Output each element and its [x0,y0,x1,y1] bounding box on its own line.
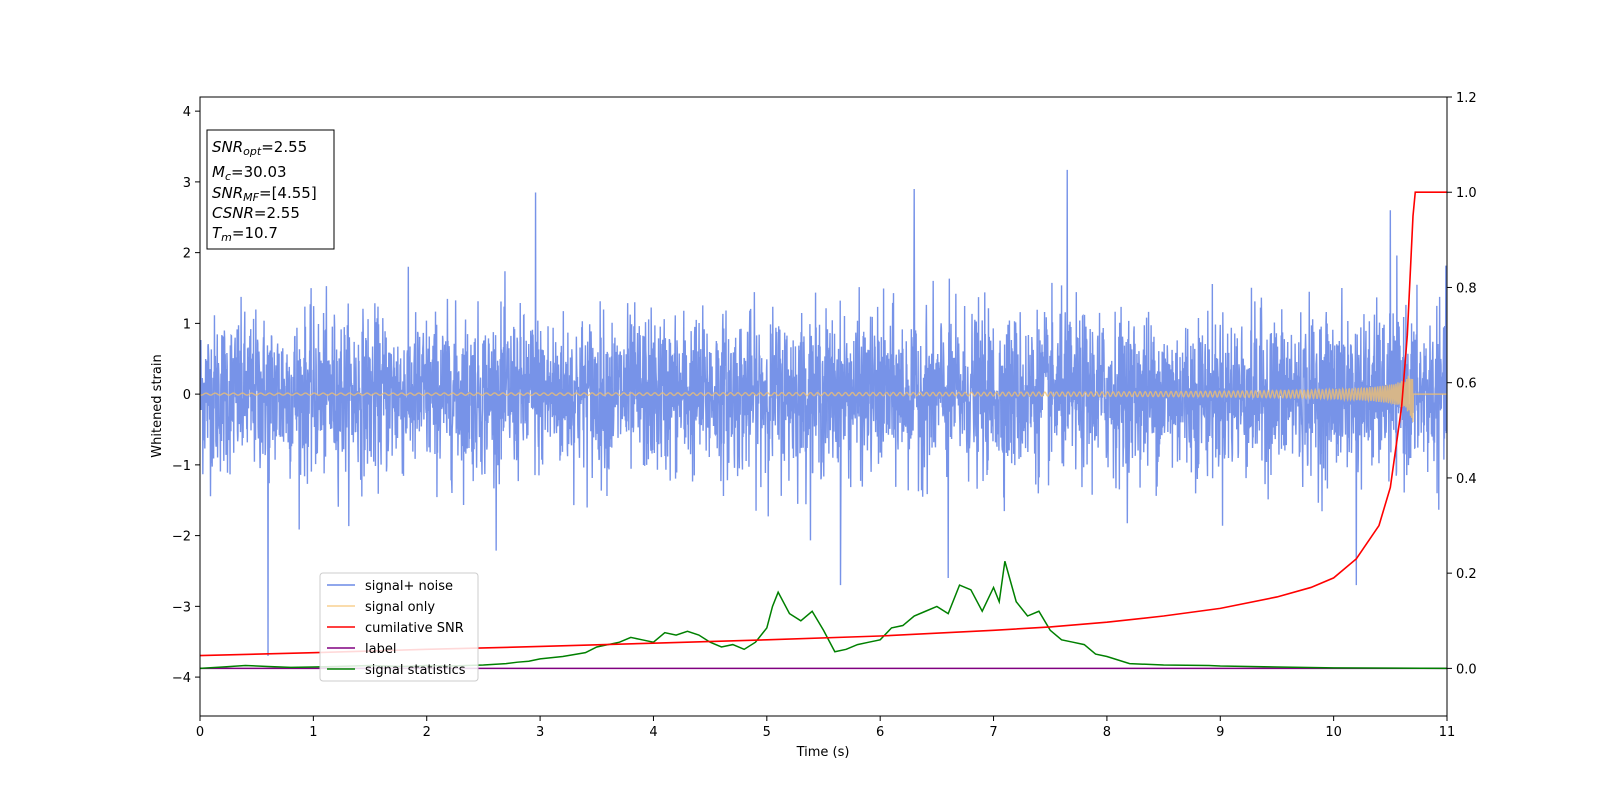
y-left-tick-label: 2 [183,247,191,262]
x-tick-label: 6 [876,725,884,740]
plot-frame [199,96,1448,717]
y-left-tick-label: −3 [172,600,191,615]
y-left-tick-label: −2 [172,530,191,545]
x-tick-label: 5 [763,725,771,740]
y-left-axis-label: Whitened strain [150,354,165,457]
x-tick-label: 8 [1103,725,1111,740]
series-cumilative-snr-line [200,191,1447,657]
x-tick-label: 1 [309,725,317,740]
x-tick-label: 2 [423,725,431,740]
legend-frame [319,572,479,682]
y-right-axis-ticks: 0.0 0.2 0.4 0.6 0.8 1.0 1.2 [1447,91,1477,677]
y-right-tick-label: 1.2 [1456,91,1477,106]
legend-label-label: label [365,642,396,657]
legend: signal+ noise signal only cumilative SNR… [319,572,479,682]
legend-label-signal-only: signal only [365,600,435,615]
x-axis-ticks: 0 1 2 3 4 5 6 7 8 9 10 11 [196,716,1455,740]
y-right-tick-label: 1.0 [1456,186,1477,201]
y-left-tick-label: −4 [172,671,191,686]
y-left-tick-label: 0 [183,388,191,403]
info-snr-mf: SNRMF=[4.55] [212,184,317,204]
x-tick-label: 4 [649,725,657,740]
x-tick-label: 11 [1439,725,1456,740]
y-right-tick-label: 0.0 [1456,662,1477,677]
series-signal-statistics-line [200,561,1447,670]
y-left-tick-label: −1 [172,459,191,474]
info-mc: Mc=30.03 [212,163,287,183]
y-left-tick-label: 1 [183,317,191,332]
info-snr-opt: SNRopt=2.55 [212,138,307,158]
y-right-tick-label: 0.2 [1456,567,1477,582]
y-right-tick-label: 0.6 [1456,377,1477,392]
legend-label-signal-noise: signal+ noise [365,579,453,594]
x-tick-label: 10 [1325,725,1342,740]
info-tm: Tm=10.7 [212,224,278,244]
x-tick-label: 9 [1216,725,1224,740]
y-left-tick-label: 3 [183,176,191,191]
info-box-frame [206,129,335,250]
info-box: SNRopt=2.55 Mc=30.03 SNRMF=[4.55] CSNR=2… [206,129,335,250]
y-left-tick-label: 4 [183,105,191,120]
y-right-tick-label: 0.4 [1456,472,1477,487]
y-right-tick-label: 0.8 [1456,281,1477,296]
y-left-axis-ticks: −4 −3 −2 −1 0 1 2 3 4 [172,105,200,686]
legend-label-signal-statistics: signal statistics [365,663,466,678]
legend-label-cumilative-snr: cumilative SNR [365,621,464,636]
x-tick-label: 3 [536,725,544,740]
series-signal-only-line [200,375,1447,423]
info-csnr: CSNR=2.55 [212,204,300,222]
x-axis-label: Time (s) [796,745,850,760]
x-tick-label: 0 [196,725,204,740]
x-tick-label: 7 [989,725,997,740]
